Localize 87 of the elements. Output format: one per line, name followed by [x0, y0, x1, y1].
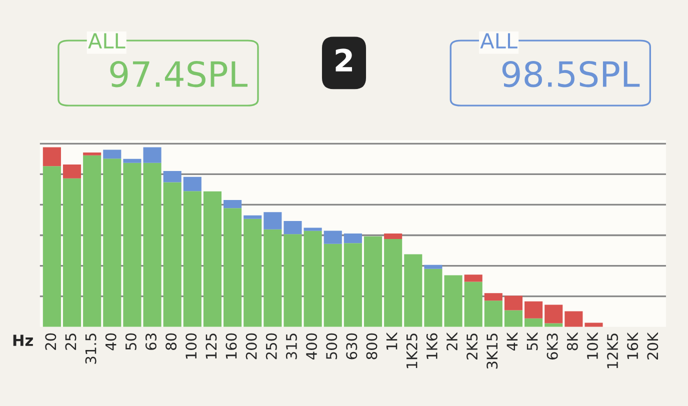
bar [224, 208, 242, 327]
bar [244, 218, 262, 327]
x-tick-label: 500 [326, 333, 338, 360]
bar [304, 230, 322, 327]
x-tick-label: 25 [65, 334, 76, 350]
x-tick-label: 31.5 [85, 334, 96, 364]
bar [584, 322, 603, 327]
bar [384, 239, 402, 327]
bar [544, 304, 563, 324]
bar [62, 178, 82, 327]
x-tick-label: 125 [206, 334, 217, 359]
bar [244, 215, 262, 219]
x-tick-label: 40 [105, 333, 116, 350]
bar [183, 176, 202, 192]
x-tick-label: 80 [166, 333, 177, 350]
x-tick-label: 20K [647, 332, 658, 360]
x-tick-label: 1K25 [406, 334, 418, 368]
bar [62, 164, 82, 178]
bar [344, 243, 362, 327]
x-tick-label: 3K15 [486, 334, 498, 369]
bar [103, 150, 122, 159]
bar [284, 234, 302, 327]
bar [42, 147, 61, 166]
bar [304, 228, 322, 231]
x-tick-label: 5K [526, 332, 538, 350]
bar [524, 301, 543, 318]
x-tick-label: 4K [506, 332, 518, 351]
text: ALL [88, 33, 126, 48]
bar [324, 230, 342, 244]
x-tick-label: 10K [586, 332, 598, 359]
bar [524, 318, 543, 327]
bar [203, 191, 222, 327]
bar [484, 300, 502, 327]
bar [464, 274, 482, 282]
x-tick-label: 1K [386, 332, 398, 350]
x-tick-label: 12K5 [607, 334, 618, 368]
bar [143, 162, 162, 327]
x-tick-label: 1K6 [426, 333, 438, 359]
bar [544, 323, 563, 327]
bar [504, 296, 523, 310]
x-tick-label: 400 [306, 333, 318, 360]
x-tick-label: 160 [226, 333, 237, 359]
bar [83, 152, 102, 156]
bar [324, 244, 342, 327]
bar [42, 166, 61, 327]
bar [123, 162, 142, 327]
x-tick-label: 250 [266, 333, 277, 360]
text: 2 [336, 48, 352, 72]
bar [264, 229, 282, 327]
bar [183, 191, 202, 327]
x-tick-label: 63 [145, 334, 157, 350]
x-tick-label: 6K3 [546, 334, 558, 360]
bar [83, 155, 102, 327]
bar [364, 236, 382, 327]
text: 98.5SPL [502, 60, 640, 88]
bar [264, 212, 282, 230]
bar [424, 268, 442, 327]
x-tick-label: 630 [346, 333, 358, 360]
bar [564, 311, 583, 327]
bar [103, 158, 122, 327]
bar [123, 158, 142, 163]
bar [484, 293, 502, 301]
bar [344, 233, 362, 244]
x-tick-label: 8K [566, 332, 578, 350]
bar [163, 170, 182, 182]
bar [163, 182, 182, 327]
x-tick-label: 20 [45, 333, 56, 350]
bar [444, 275, 462, 327]
bar [224, 200, 242, 208]
x-tick-label: 2K [446, 332, 458, 350]
bar [464, 282, 482, 327]
x-tick-label: 800 [366, 333, 378, 360]
x-axis-title: Hz [13, 334, 33, 346]
x-tick-label: 16K [627, 332, 638, 359]
bar [384, 233, 402, 240]
x-tick-label: 315 [286, 334, 297, 360]
x-tick-label: 100 [186, 333, 197, 359]
bar [143, 147, 162, 163]
text: 97.4SPL [110, 60, 248, 88]
bar [284, 221, 302, 234]
bar [404, 254, 422, 327]
x-tick-label: 50 [125, 333, 136, 350]
text: ALL [480, 33, 518, 48]
x-tick-label: 200 [246, 333, 257, 360]
bar [504, 310, 523, 327]
x-tick-label: 2K5 [466, 334, 478, 360]
bar [424, 264, 442, 269]
